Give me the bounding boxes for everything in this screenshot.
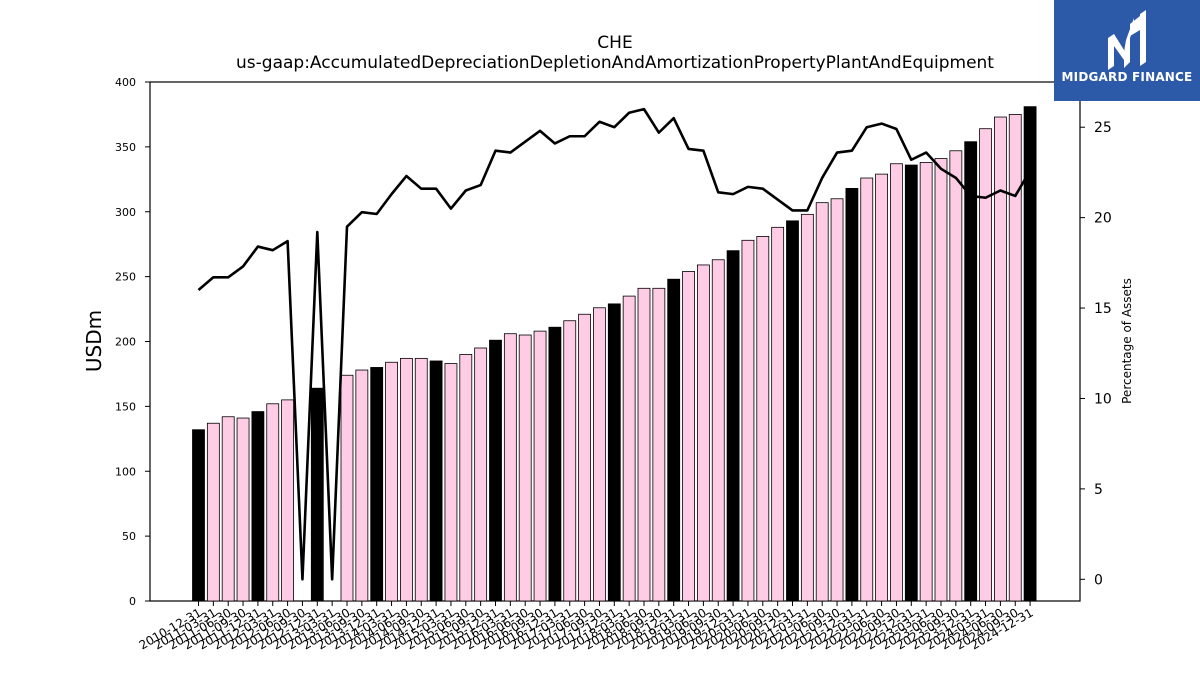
bar-2015-06-30 [459,354,473,602]
bar-2022-06-30 [875,173,888,602]
bar-2019-03-31 [682,271,695,602]
bar-2017-12-31 [607,303,621,602]
bar-2011-12-31 [251,411,265,602]
bar-2018-03-31 [622,295,636,602]
bar-2017-03-31 [563,320,577,602]
logo-mark-icon [1108,10,1146,70]
bar-2021-03-31 [800,213,814,602]
y-tick-label: 400 [115,76,136,89]
y-tick-label: 250 [115,271,136,284]
bar-2010-12-31 [192,429,205,602]
series-line-percentage-of-assets [197,107,1032,581]
bar-2018-06-30 [637,287,651,602]
y-axis-label: USDm [82,310,106,372]
bar-2020-12-31 [786,220,799,602]
bar-2012-06-30 [281,399,295,602]
chart-subtitle: us-gaap:AccumulatedDepreciationDepletion… [236,53,994,73]
bar-2023-03-31 [919,162,933,602]
bar-2018-12-31 [667,278,681,602]
bar-2014-06-30 [399,357,413,602]
y-tick-label: 0 [129,595,136,608]
bar-2013-12-31 [370,367,384,602]
bar-2012-12-31 [310,387,324,602]
bar-2019-12-31 [726,250,740,602]
bar-2024-03-31 [979,128,992,602]
bar-2017-06-30 [578,313,591,602]
bar-2020-03-31 [741,239,755,602]
bar-2021-06-30 [815,202,829,602]
y2-tick-label: 5 [1094,482,1103,498]
y2-tick-label: 10 [1094,391,1112,407]
bar-2017-09-30 [593,307,606,602]
bar-2011-03-31 [206,422,220,602]
y2-tick-label: 15 [1094,301,1112,317]
bar-2015-09-30 [474,347,488,602]
bar-2014-09-30 [414,357,428,602]
bars-group [192,106,1037,602]
line-group [197,107,1032,581]
y-axis-right: 0 5 10 15 20 25 [1080,120,1112,588]
chart-title: CHE [597,33,632,53]
y-tick-label: 50 [122,530,136,543]
midgard-finance-logo: MIDGARD FINANCE [1054,0,1200,101]
bar-2011-06-30 [221,416,235,602]
y2-tick-label: 25 [1094,120,1112,136]
bar-2015-12-31 [489,339,502,602]
bar-2022-03-31 [860,177,874,602]
bar-2020-06-30 [756,235,770,602]
y2-axis-label: Percentage of Assets [1120,278,1134,404]
y2-tick-label: 20 [1094,211,1112,227]
y-tick-label: 200 [115,336,136,349]
y2-tick-label: 0 [1094,572,1103,588]
bar-2021-12-31 [845,187,859,602]
bar-2016-12-31 [548,326,562,602]
logo-text: MIDGARD FINANCE [1061,70,1193,84]
y-axis-left: 0 50 100 150 200 250 300 350 400 [115,76,150,608]
y-tick-label: 350 [115,141,136,154]
x-axis: 2010-12-312011-03-312011-06-302011-09-30… [137,601,1036,652]
bar-2024-12-31 [1023,106,1037,602]
bar-2022-09-30 [890,163,903,602]
bar-2016-06-30 [518,334,532,602]
bar-2019-06-30 [697,264,710,602]
bar-2013-06-30 [340,374,354,602]
y-tick-label: 300 [115,206,136,219]
bar-2023-06-30 [934,158,948,602]
bar-2011-09-30 [236,417,250,602]
bar-2023-09-30 [949,150,963,602]
bar-2016-09-30 [533,330,547,602]
y-tick-label: 100 [115,465,136,478]
bar-2018-09-30 [652,287,666,602]
bar-2013-09-30 [355,369,369,602]
bar-2014-03-31 [385,361,398,602]
bar-2016-03-31 [503,333,517,602]
y-tick-label: 150 [115,400,136,413]
bar-2021-09-30 [830,198,844,602]
bar-2023-12-31 [964,141,978,602]
bar-2014-12-31 [429,360,443,602]
bar-2019-09-30 [711,259,725,602]
bar-2015-03-31 [444,363,458,602]
bar-2012-03-31 [266,403,280,602]
bar-2020-09-30 [771,226,785,602]
bar-2022-12-31 [904,164,918,602]
